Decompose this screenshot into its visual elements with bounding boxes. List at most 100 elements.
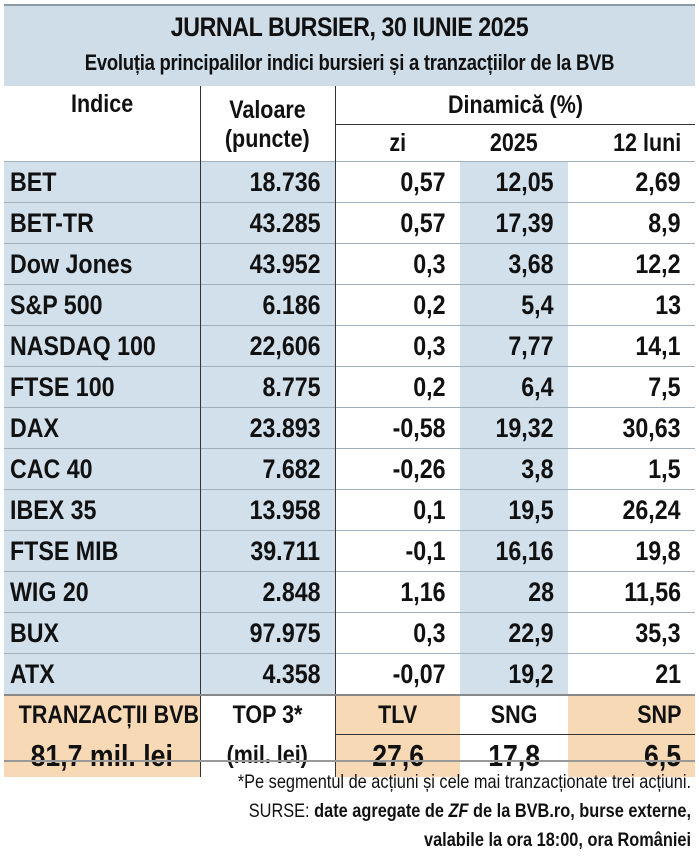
change-12m: 35,3 <box>568 612 696 654</box>
table-row: CAC 40 7.682 -0,26 3,8 1,5 <box>4 448 696 490</box>
change-ytd: 19,2 <box>460 653 568 695</box>
top-stock-symbol: TLV <box>334 694 460 735</box>
table-row: NASDAQ 100 22,606 0,3 7,77 14,1 <box>4 325 696 367</box>
change-12m: 1,5 <box>568 448 696 490</box>
change-day: 0,2 <box>334 284 460 326</box>
change-12m: 19,8 <box>568 530 696 572</box>
change-day: -0,07 <box>334 653 460 695</box>
change-day: -0,58 <box>334 407 460 449</box>
index-value: 13.958 <box>199 489 335 531</box>
change-ytd: 12,05 <box>460 161 568 203</box>
top-stock-value: 27,6 <box>334 734 460 777</box>
change-ytd: 7,77 <box>460 325 568 367</box>
index-name: Dow Jones <box>4 243 200 285</box>
change-12m: 8,9 <box>568 202 696 244</box>
index-value: 23.893 <box>199 407 335 449</box>
index-value: 43.952 <box>199 243 335 285</box>
col-header-valoare-unit: (puncte) <box>199 124 335 162</box>
index-name: CAC 40 <box>4 448 200 490</box>
table-row: ATX 4.358 -0,07 19,2 21 <box>4 653 696 695</box>
journal-subtitle: Evoluția principalilor indici bursieri ș… <box>84 50 615 75</box>
index-name: S&P 500 <box>4 284 200 326</box>
index-name: IBEX 35 <box>4 489 200 531</box>
index-value: 18.736 <box>199 161 335 203</box>
change-day: 0,2 <box>334 366 460 408</box>
col-header-dinamica: Dinamică (%) <box>334 86 696 125</box>
bvb-label: TRANZACȚII BVB <box>4 694 200 735</box>
index-value: 39.711 <box>199 530 335 572</box>
change-day: -0,1 <box>334 530 460 572</box>
change-12m: 30,63 <box>568 407 696 449</box>
change-ytd: 17,39 <box>460 202 568 244</box>
index-name: WIG 20 <box>4 571 200 613</box>
change-day: 0,57 <box>334 161 460 203</box>
table-row: BET 18.736 0,57 12,05 2,69 <box>4 161 696 203</box>
col-header-2025: 2025 <box>460 124 568 162</box>
col-header-zi: zi <box>334 124 460 162</box>
change-12m: 26,24 <box>568 489 696 531</box>
footnote: *Pe segmentul de acțiuni și cele mai tra… <box>237 772 692 793</box>
index-value: 7.682 <box>199 448 335 490</box>
change-ytd: 22,9 <box>460 612 568 654</box>
table-row: BUX 97.975 0,3 22,9 35,3 <box>4 612 696 654</box>
index-name: FTSE MIB <box>4 530 200 572</box>
table-row: FTSE 100 8.775 0,2 6,4 7,5 <box>4 366 696 408</box>
sources-line-2: valabile la ora 18:00, ora României <box>423 830 691 851</box>
change-ytd: 16,16 <box>460 530 568 572</box>
change-12m: 13 <box>568 284 696 326</box>
index-name: BUX <box>4 612 200 654</box>
bvb-values-row: 81,7 mil. lei (mil. lei) 27,6 17,8 6,5 <box>4 734 696 777</box>
change-ytd: 3,8 <box>460 448 568 490</box>
index-name: BET-TR <box>4 202 200 244</box>
change-ytd: 6,4 <box>460 366 568 408</box>
footer-notes: *Pe segmentul de acțiuni și cele mai tra… <box>1 768 691 855</box>
index-name: FTSE 100 <box>4 366 200 408</box>
index-value: 43.285 <box>199 202 335 244</box>
journal-title: JURNAL BURSIER, 30 IUNIE 2025 <box>170 12 529 42</box>
table-row: Dow Jones 43.952 0,3 3,68 12,2 <box>4 243 696 285</box>
change-12m: 14,1 <box>568 325 696 367</box>
top-stock-symbol: SNG <box>460 694 568 735</box>
index-value: 2.848 <box>199 571 335 613</box>
top-stock-symbol: SNP <box>568 694 696 735</box>
table-row: IBEX 35 13.958 0,1 19,5 26,24 <box>4 489 696 531</box>
top-stock-value: 6,5 <box>568 734 696 777</box>
col-header-valoare: Valoare <box>199 86 335 125</box>
top3-unit: (mil. lei) <box>199 734 335 777</box>
journal-header: JURNAL BURSIER, 30 IUNIE 2025 Evoluția p… <box>4 4 695 88</box>
table-row: WIG 20 2.848 1,16 28 11,56 <box>4 571 696 613</box>
change-ytd: 3,68 <box>460 243 568 285</box>
table-row: DAX 23.893 -0,58 19,32 30,63 <box>4 407 696 449</box>
index-name: NASDAQ 100 <box>4 325 200 367</box>
footer-divider <box>4 760 695 762</box>
sources-line-1: SURSE: date agregate de ZF de la BVB.ro,… <box>248 801 691 822</box>
indices-table: Indice Valoare Dinamică (%) (puncte) zi … <box>4 86 696 777</box>
change-ytd: 28 <box>460 571 568 613</box>
bvb-summary-row: TRANZACȚII BVB TOP 3* TLV SNG SNP <box>4 694 696 735</box>
top3-label: TOP 3* <box>199 694 335 735</box>
index-name: ATX <box>4 653 200 695</box>
index-name: DAX <box>4 407 200 449</box>
change-day: 1,16 <box>334 571 460 613</box>
change-day: 0,1 <box>334 489 460 531</box>
col-header-12-luni: 12 luni <box>568 124 696 162</box>
index-value: 6.186 <box>199 284 335 326</box>
index-name: BET <box>4 161 200 203</box>
change-12m: 12,2 <box>568 243 696 285</box>
table-row: S&P 500 6.186 0,2 5,4 13 <box>4 284 696 326</box>
bvb-amount: 81,7 mil. lei <box>4 734 200 777</box>
change-12m: 7,5 <box>568 366 696 408</box>
change-day: -0,26 <box>334 448 460 490</box>
change-day: 0,3 <box>334 243 460 285</box>
index-value: 4.358 <box>199 653 335 695</box>
table-row: FTSE MIB 39.711 -0,1 16,16 19,8 <box>4 530 696 572</box>
change-12m: 11,56 <box>568 571 696 613</box>
change-day: 0,3 <box>334 325 460 367</box>
change-ytd: 19,32 <box>460 407 568 449</box>
change-ytd: 19,5 <box>460 489 568 531</box>
table-row: BET-TR 43.285 0,57 17,39 8,9 <box>4 202 696 244</box>
col-header-indice: Indice <box>4 86 200 162</box>
index-value: 22,606 <box>199 325 335 367</box>
index-value: 8.775 <box>199 366 335 408</box>
